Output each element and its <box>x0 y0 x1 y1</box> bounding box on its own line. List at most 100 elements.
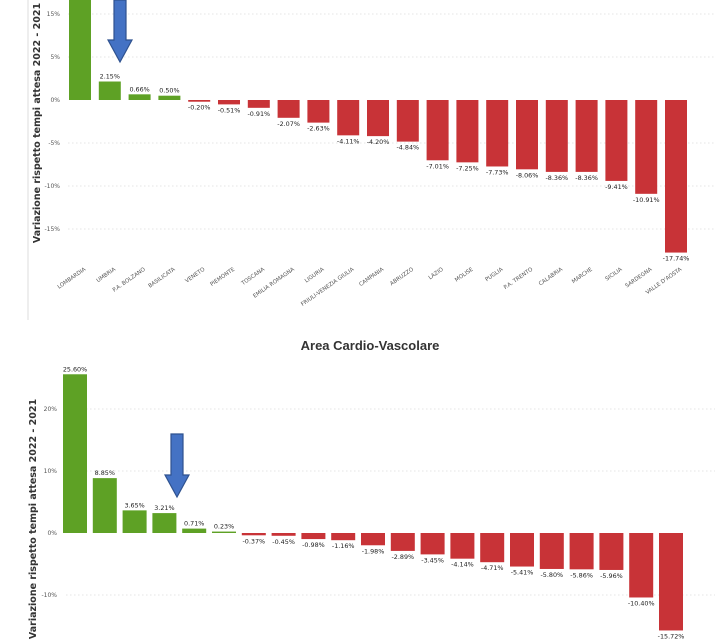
down-arrow-icon <box>163 433 191 499</box>
y-tick-label: -15% <box>44 226 60 233</box>
bar <box>158 95 181 100</box>
bar <box>456 100 479 163</box>
data-label: 0.23% <box>214 523 234 531</box>
bar <box>569 533 594 570</box>
bar <box>241 533 266 536</box>
y-tick-label: -5% <box>48 140 60 147</box>
bar <box>247 100 270 108</box>
data-label: -17.74% <box>663 255 690 263</box>
data-label: -8.36% <box>575 174 598 182</box>
data-label: 0.50% <box>159 87 179 95</box>
y-tick-label: 5% <box>50 54 60 61</box>
y-tick-label: 0% <box>50 97 60 104</box>
data-label: -5.86% <box>570 571 593 579</box>
x-category-label: FRIULI-VENEZIA GIULIA <box>300 267 355 308</box>
data-label: 25.60% <box>63 365 87 373</box>
x-category-label: UMBRIA <box>96 267 117 285</box>
data-label: -7.25% <box>456 164 479 172</box>
x-category-label: LAZIO <box>428 266 446 281</box>
data-label: -5.96% <box>600 572 623 580</box>
data-label: -4.84% <box>396 144 419 152</box>
bar <box>396 100 419 142</box>
bar <box>659 533 683 631</box>
data-label: -4.20% <box>367 138 390 146</box>
data-label: 3.21% <box>154 504 174 512</box>
data-label: -1.98% <box>362 547 385 555</box>
x-category-label: ABRUZZO <box>389 266 415 287</box>
data-label: -4.11% <box>337 137 360 145</box>
bar <box>367 100 389 137</box>
y-tick-label: 15% <box>47 11 61 18</box>
bar <box>539 533 564 569</box>
data-label: -2.89% <box>391 553 414 561</box>
data-label: -1.16% <box>332 542 355 550</box>
data-label: -0.91% <box>247 110 270 118</box>
y-axis-label: Variazione rispetto tempi attesa 2022 - … <box>32 3 43 243</box>
data-label: -2.63% <box>307 125 330 133</box>
bar <box>486 100 509 167</box>
y-tick-label: -10% <box>41 592 57 599</box>
bar <box>629 533 654 598</box>
x-category-label: SICILIA <box>605 267 624 283</box>
data-label: 0.71% <box>184 520 204 528</box>
data-label: -0.98% <box>302 541 325 549</box>
data-label: -4.14% <box>451 561 474 569</box>
panel-divider <box>27 0 29 320</box>
data-label: -0.20% <box>188 104 211 112</box>
bar <box>605 100 628 181</box>
y-tick-label: 20% <box>44 406 58 413</box>
bar <box>152 513 177 533</box>
bar <box>98 81 121 100</box>
y-tick-label: 10% <box>44 468 58 475</box>
bar <box>63 374 87 533</box>
bar <box>516 100 538 170</box>
bar <box>301 533 326 540</box>
bar <box>122 510 147 533</box>
bar <box>480 533 505 563</box>
bar <box>69 0 91 100</box>
bar <box>271 533 296 536</box>
y-tick-label: 0% <box>47 530 57 537</box>
data-label: -5.41% <box>511 569 534 577</box>
data-label: -15.72% <box>658 632 685 640</box>
data-label: -0.51% <box>218 106 241 114</box>
y-tick-label: -10% <box>44 183 60 190</box>
data-label: 3.65% <box>124 501 144 509</box>
bar <box>128 94 151 100</box>
bar <box>420 533 445 555</box>
x-category-label: SARDEGNA <box>624 267 653 290</box>
bar <box>182 528 207 533</box>
y-axis-label: Variazione rispetto tempi attesa 2022 - … <box>28 399 39 639</box>
bar <box>510 533 534 567</box>
bar <box>212 531 236 533</box>
bar <box>545 100 568 172</box>
data-label: -0.45% <box>272 538 295 546</box>
x-category-label: MOLISE <box>454 266 475 283</box>
x-category-label: PIEMONTE <box>209 266 236 288</box>
bar <box>277 100 300 118</box>
data-label: 0.66% <box>129 85 149 93</box>
bar <box>575 100 598 172</box>
data-label: -9.41% <box>605 183 628 191</box>
x-category-label: VENETO <box>184 266 206 284</box>
bar <box>361 533 385 546</box>
data-label: -4.71% <box>481 564 504 572</box>
x-category-label: CAMPANIA <box>358 267 385 288</box>
data-label: 2.15% <box>100 73 120 81</box>
bar <box>665 100 687 253</box>
data-label: -8.36% <box>545 174 568 182</box>
data-label: -3.45% <box>421 556 444 564</box>
bar <box>337 100 360 136</box>
bar <box>92 478 117 533</box>
data-label: -10.91% <box>633 196 660 204</box>
bar <box>390 533 415 551</box>
bar <box>599 533 624 570</box>
bar <box>188 100 211 102</box>
down-arrow-icon <box>106 0 134 64</box>
bar <box>218 100 240 105</box>
x-category-label: PUGLIA <box>484 267 504 284</box>
data-label: 8.85% <box>95 469 115 477</box>
bar <box>450 533 475 559</box>
data-label: -8.06% <box>516 171 539 179</box>
